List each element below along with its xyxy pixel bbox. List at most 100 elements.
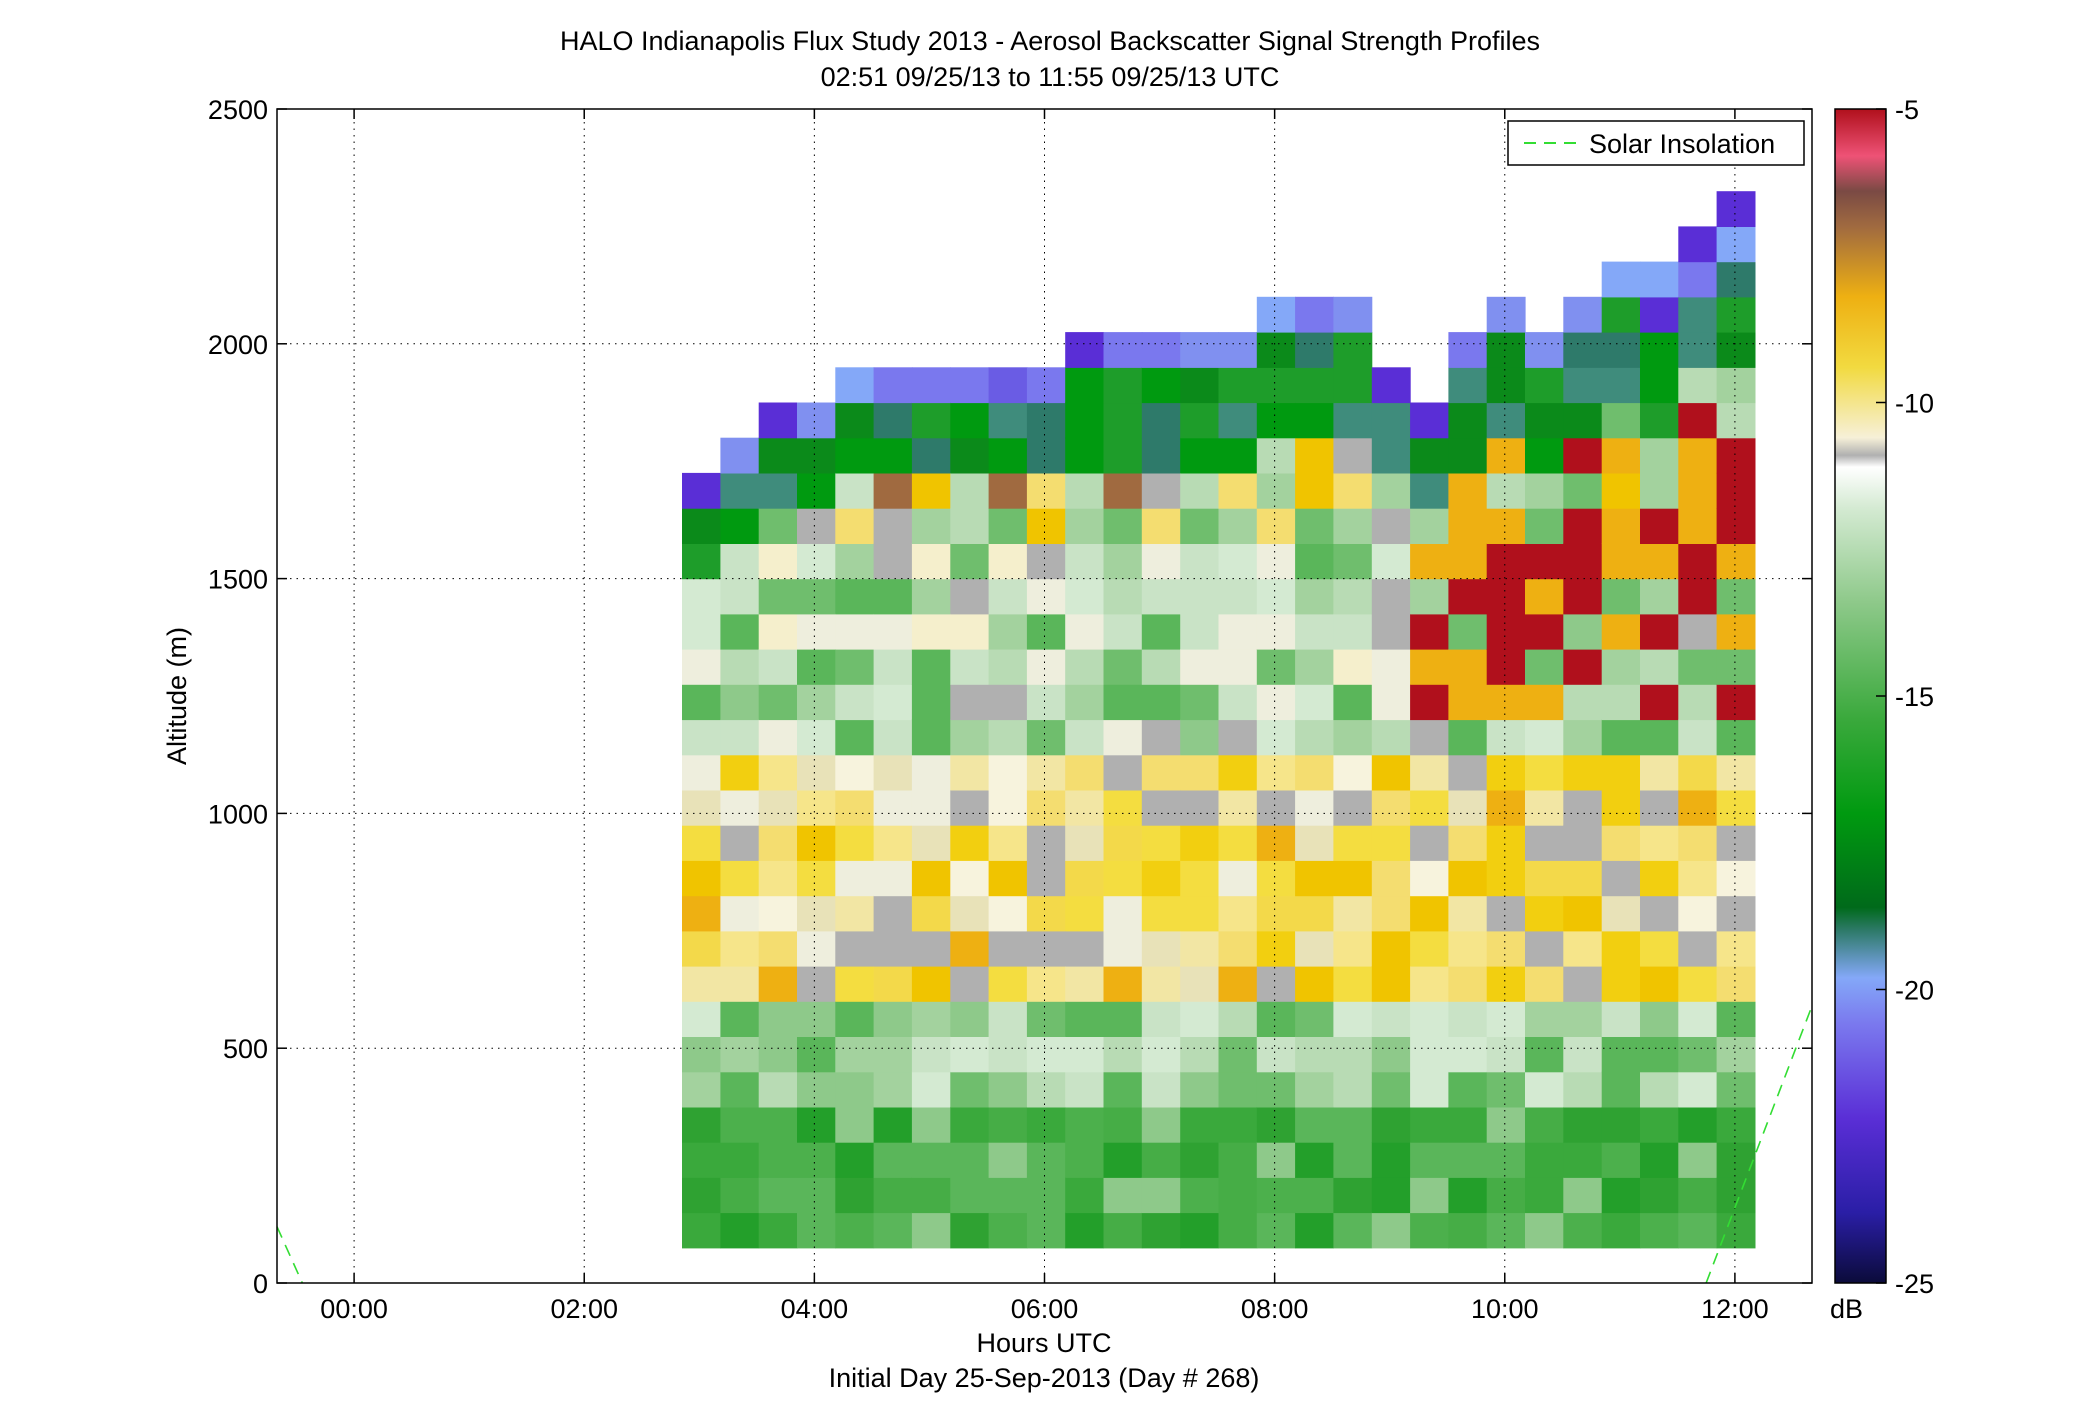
heatmap-cell	[911, 437, 951, 474]
heatmap-cell	[1601, 1036, 1641, 1073]
heatmap-cell	[797, 543, 836, 580]
heatmap-cell	[1640, 1071, 1679, 1108]
heatmap-cell	[1103, 719, 1143, 756]
heatmap-cell	[1716, 719, 1756, 756]
heatmap-cell	[1333, 684, 1373, 721]
heatmap-cell	[988, 1212, 1028, 1249]
heatmap-cell	[1563, 367, 1603, 404]
heatmap-cell	[1180, 1071, 1220, 1108]
heatmap-cell	[1486, 930, 1526, 967]
heatmap-cell	[1601, 1071, 1641, 1108]
heatmap-cell	[758, 543, 798, 580]
heatmap-cell	[1410, 789, 1449, 826]
heatmap-cell	[1640, 508, 1679, 544]
heatmap-cell	[911, 825, 951, 861]
heatmap-cell	[758, 1036, 798, 1073]
heatmap-cell	[1678, 966, 1718, 1002]
heatmap-cell	[1026, 1001, 1066, 1037]
heatmap-cell	[1295, 1036, 1334, 1073]
heatmap-cell	[988, 1177, 1028, 1214]
heatmap-cell	[797, 1212, 836, 1249]
legend-solar-label: Solar Insolation	[1589, 129, 1775, 159]
heatmap-cell	[682, 930, 721, 967]
heatmap-cell	[1103, 472, 1143, 509]
heatmap-cell	[1065, 930, 1105, 967]
heatmap-cell	[1256, 930, 1296, 967]
heatmap-cell	[682, 825, 721, 861]
heatmap-cell	[797, 825, 836, 861]
heatmap-cell	[1486, 754, 1526, 791]
heatmap-cell	[720, 966, 760, 1002]
heatmap-cell	[988, 930, 1028, 967]
heatmap-cell	[1141, 1001, 1181, 1037]
heatmap-cell	[1026, 649, 1066, 685]
heatmap-cell	[797, 613, 836, 650]
heatmap-cell	[1525, 930, 1564, 967]
heatmap-cell	[1333, 402, 1373, 439]
heatmap-cell	[1486, 332, 1526, 368]
heatmap-cell	[1295, 332, 1334, 368]
heatmap-cell	[1678, 1001, 1718, 1037]
heatmap-cell	[1486, 402, 1526, 439]
heatmap-cell	[1180, 402, 1220, 439]
heatmap-cell	[1141, 719, 1181, 756]
heatmap-cell	[988, 472, 1028, 509]
heatmap-cell	[873, 825, 913, 861]
heatmap-cell	[1563, 966, 1603, 1002]
heatmap-cell	[988, 1106, 1028, 1143]
heatmap-cell	[1218, 1177, 1258, 1214]
heatmap-cell	[797, 789, 836, 826]
heatmap-cell	[1295, 367, 1334, 404]
x-tick-label: 10:00	[1471, 1294, 1539, 1324]
heatmap-cell	[1525, 1142, 1564, 1178]
heatmap-cell	[1295, 684, 1334, 721]
heatmap-cell	[1525, 649, 1564, 685]
heatmap-cell	[1295, 895, 1334, 932]
heatmap-cell	[1716, 860, 1756, 897]
heatmap-cell	[1448, 966, 1488, 1002]
heatmap-cell	[1716, 1106, 1756, 1143]
heatmap-cell	[1103, 437, 1143, 474]
heatmap-cell	[1141, 930, 1181, 967]
heatmap-cell	[720, 754, 760, 791]
x-tick-label: 12:00	[1701, 1294, 1769, 1324]
heatmap-cell	[988, 1142, 1028, 1178]
heatmap-cell	[1026, 754, 1066, 791]
heatmap-cell	[1218, 437, 1258, 474]
heatmap-cell	[1563, 719, 1603, 756]
heatmap-cell	[988, 1036, 1028, 1073]
heatmap-cell	[720, 1142, 760, 1178]
heatmap-cell	[1065, 578, 1105, 615]
heatmap-cell	[1525, 1001, 1564, 1037]
heatmap-cell	[1141, 543, 1181, 580]
heatmap-cell	[720, 543, 760, 580]
heatmap-cell	[682, 1036, 721, 1073]
heatmap-cell	[1448, 1177, 1488, 1214]
heatmap-cell	[911, 754, 951, 791]
heatmap-cell	[1601, 966, 1641, 1002]
heatmap-cell	[1640, 367, 1679, 404]
heatmap-cell	[873, 754, 913, 791]
heatmap-cell	[873, 508, 913, 544]
heatmap-cell	[1371, 719, 1411, 756]
heatmap-cell	[1563, 930, 1603, 967]
heatmap-cell	[1065, 613, 1105, 650]
heatmap-cell	[1410, 1106, 1449, 1143]
heatmap-cell	[950, 543, 990, 580]
heatmap-cell	[1180, 367, 1220, 404]
heatmap-cell	[1295, 1071, 1334, 1108]
heatmap-cell	[835, 754, 875, 791]
heatmap-cell	[1103, 649, 1143, 685]
heatmap-cell	[1640, 296, 1679, 333]
heatmap-cell	[911, 1036, 951, 1073]
heatmap-cell	[1218, 1036, 1258, 1073]
heatmap-cell	[1601, 649, 1641, 685]
heatmap-cell	[1141, 860, 1181, 897]
heatmap-cell	[873, 1036, 913, 1073]
heatmap-cell	[1180, 966, 1220, 1002]
heatmap-cell	[1678, 1142, 1718, 1178]
heatmap-cell	[950, 508, 990, 544]
heatmap-cell	[1525, 437, 1564, 474]
heatmap-cell	[988, 543, 1028, 580]
heatmap-cell	[797, 860, 836, 897]
